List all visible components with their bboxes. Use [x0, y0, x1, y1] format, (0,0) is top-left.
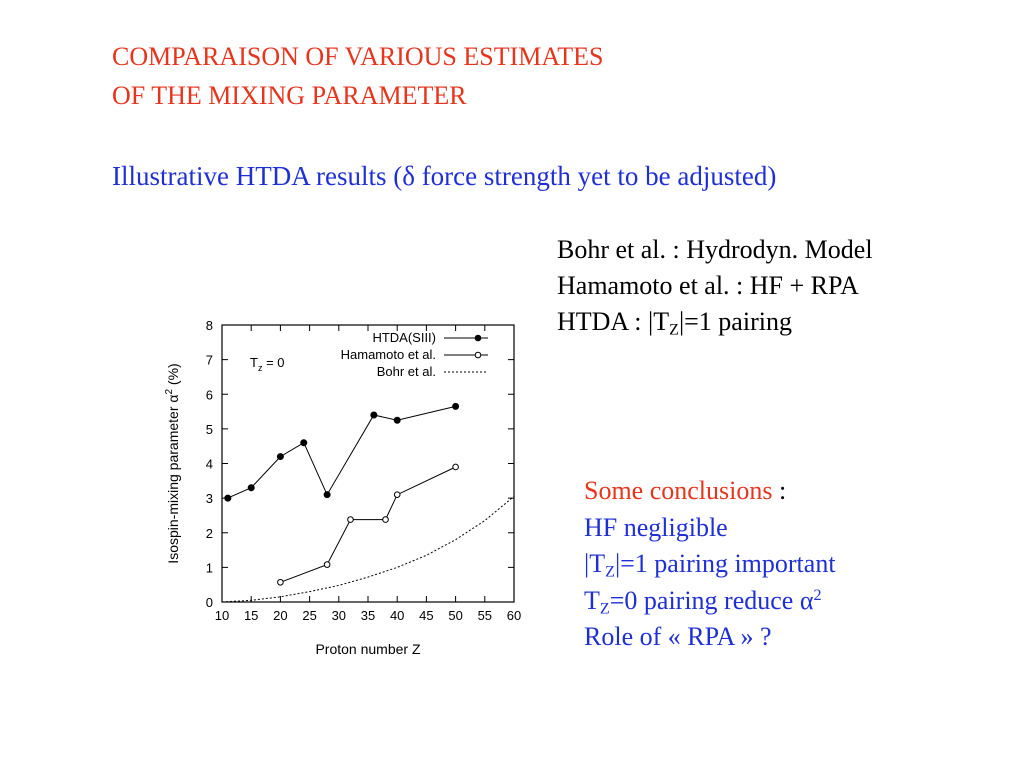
y-tick-label: 8 — [206, 318, 213, 333]
title-line-2: OF THE MIXING PARAMETER — [112, 81, 467, 110]
y-axis-label-unit: (%) — [165, 363, 181, 389]
y-tick-label: 6 — [206, 387, 213, 402]
conclusion-item-2-suffix: |=1 pairing important — [614, 549, 836, 578]
x-tick-label: 55 — [478, 608, 492, 623]
tz-annotation: Tz = 0 — [250, 355, 285, 373]
y-axis-label-superscript: 2 — [164, 389, 175, 395]
series-line — [280, 466, 456, 583]
data-point — [393, 491, 401, 498]
conclusions-heading: Some conclusions — [584, 476, 773, 505]
subtitle-before: Illustrative HTDA results ( — [112, 161, 403, 191]
x-tick-label: 15 — [244, 608, 258, 623]
data-point — [347, 516, 354, 523]
tz-annotation-suffix: = 0 — [262, 355, 284, 370]
slide-subtitle: Illustrative HTDA results (δ force stren… — [112, 158, 776, 194]
x-tick-label: 10 — [215, 608, 229, 623]
x-tick-label: 45 — [419, 608, 433, 623]
y-tick-label: 4 — [206, 457, 213, 472]
conclusion-item-3-mid: =0 pairing reduce — [609, 585, 800, 615]
data-point — [323, 561, 331, 568]
y-tick-label: 3 — [206, 491, 213, 506]
series-0 — [224, 402, 460, 502]
reference-list: Bohr et al. : Hydrodyn. Model Hamamoto e… — [557, 232, 873, 340]
data-point — [382, 516, 389, 523]
legend-label: Hamamoto et al. — [341, 347, 436, 362]
data-point — [452, 402, 460, 410]
conclusion-item-2: |TZ|=1 pairing important — [584, 546, 836, 583]
x-tick-label: 35 — [361, 608, 375, 623]
x-tick-label: 40 — [390, 608, 404, 623]
conclusion-item-3-sup: 2 — [813, 586, 822, 604]
y-tick-label: 1 — [206, 560, 213, 575]
tz-annotation-prefix: T — [250, 355, 258, 370]
reference-htda: HTDA : |TZ|=1 pairing — [557, 304, 873, 340]
slide-title: COMPARAISON OF VARIOUS ESTIMATES OF THE … — [112, 37, 603, 115]
series-2 — [221, 496, 515, 603]
legend-marker — [474, 334, 482, 342]
legend-label: HTDA(SIII) — [372, 330, 436, 345]
data-point — [323, 491, 331, 499]
conclusion-item-4: Role of « RPA » ? — [584, 622, 772, 651]
conclusions-heading-line: Some conclusions : — [584, 473, 836, 510]
y-tick-label: 5 — [206, 422, 213, 437]
title-line-1: COMPARAISON OF VARIOUS ESTIMATES — [112, 42, 604, 71]
x-tick-label: 30 — [332, 608, 346, 623]
y-axis-label-main: Isospin-mixing parameter α — [165, 395, 181, 564]
tz-annotation-sub: z — [258, 363, 263, 373]
subtitle-after: force strength yet to be adjusted) — [414, 161, 777, 191]
x-axis-label: Proton number Z — [315, 641, 420, 657]
conclusions-heading-colon: : — [772, 476, 787, 505]
data-point — [370, 411, 378, 419]
x-tick-label: 50 — [448, 608, 462, 623]
data-point — [276, 453, 284, 461]
x-tick-label: 25 — [302, 608, 316, 623]
legend-label: Bohr et al. — [377, 364, 436, 379]
y-tick-label: 7 — [206, 353, 213, 368]
reference-htda-suffix: |=1 pairing — [678, 307, 792, 336]
subtitle-delta-symbol: δ — [402, 161, 415, 191]
x-tick-label: 60 — [507, 608, 521, 623]
data-point — [224, 494, 232, 502]
data-point — [393, 416, 401, 424]
conclusion-item-3: TZ=0 pairing reduce α2 — [584, 583, 836, 620]
y-tick-label: 0 — [206, 595, 213, 610]
reference-htda-prefix: HTDA : |T — [557, 307, 670, 336]
conclusion-item-3-prefix: T — [584, 585, 600, 615]
conclusion-item-2-prefix: |T — [584, 549, 606, 578]
conclusion-item-3-alpha: α — [799, 585, 814, 615]
reference-bohr: Bohr et al. : Hydrodyn. Model — [557, 235, 873, 264]
conclusion-item-2-sub: Z — [605, 563, 615, 581]
y-axis-label: Isospin-mixing parameter α2 (%) — [164, 363, 181, 563]
data-point — [300, 439, 308, 447]
conclusions: Some conclusions : HF negligible |TZ|=1 … — [584, 473, 836, 656]
conclusion-item-3-sub: Z — [599, 600, 610, 617]
series-line-bohr — [221, 496, 515, 603]
data-point — [452, 463, 459, 471]
reference-htda-sub: Z — [669, 321, 679, 339]
y-tick-label: 2 — [206, 526, 213, 541]
series-1 — [277, 463, 459, 586]
legend-marker — [474, 351, 482, 359]
x-tick-label: 20 — [273, 608, 287, 623]
data-point — [277, 578, 284, 586]
reference-hamamoto: Hamamoto et al. : HF + RPA — [557, 271, 859, 300]
conclusion-item-1: HF negligible — [584, 512, 728, 542]
data-point — [247, 484, 255, 492]
series-line — [227, 405, 456, 499]
